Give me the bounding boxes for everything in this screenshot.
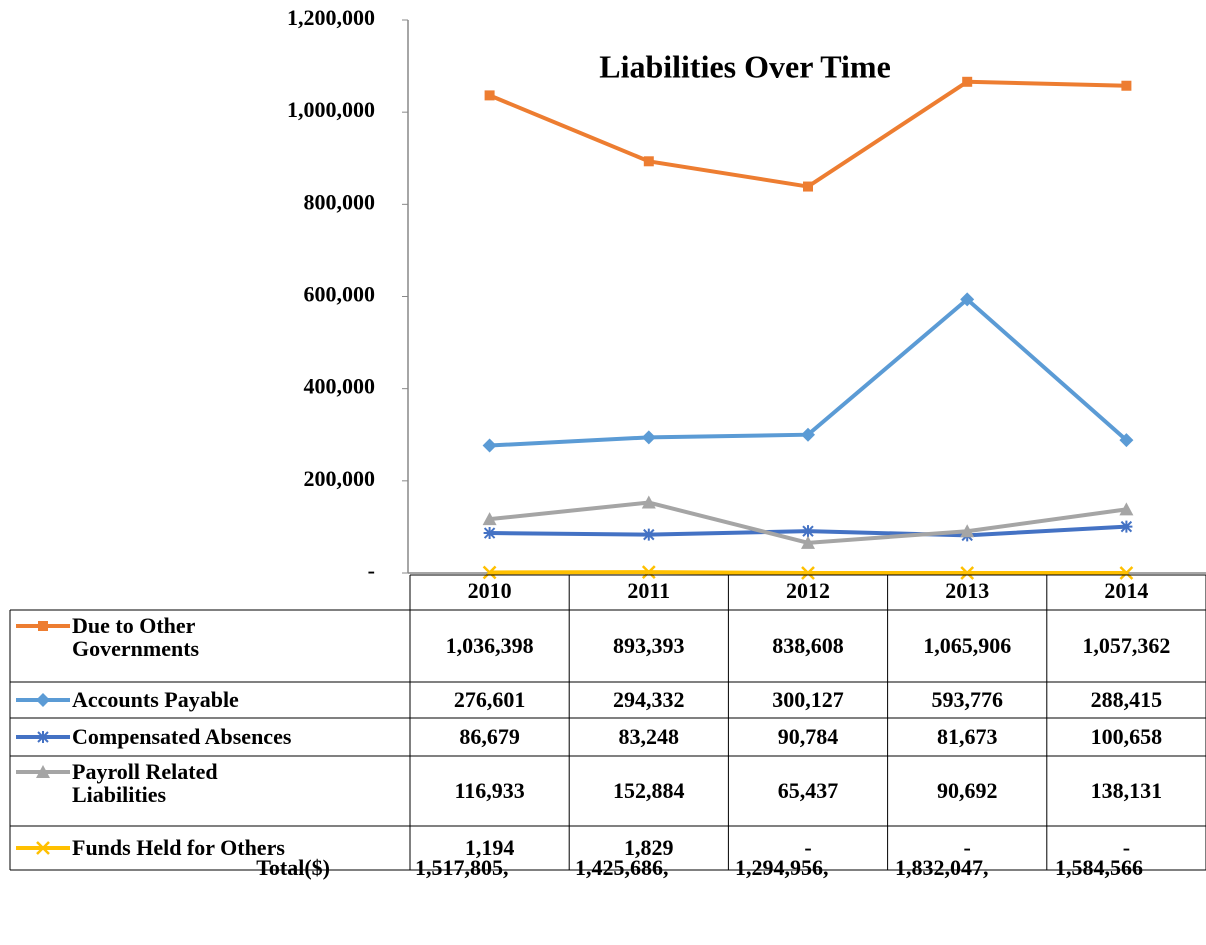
data-label: 152,884 [613, 778, 685, 803]
y-tick-label: 1,000,000 [287, 97, 375, 122]
point [482, 438, 497, 453]
point [1120, 520, 1133, 533]
x-tick-label: 2010 [468, 578, 512, 603]
chart-title: Liabilities Over Time [599, 48, 891, 84]
data-label: 1,036,398 [446, 633, 534, 658]
totals-label: Total($) [256, 855, 330, 880]
point [1119, 502, 1134, 516]
data-label: 90,692 [937, 778, 998, 803]
legend-key-marker [36, 765, 50, 778]
point [801, 535, 815, 549]
point [802, 525, 814, 538]
data-label: 100,658 [1091, 724, 1163, 749]
total-label: 1,294,956, [735, 855, 829, 880]
point [643, 156, 654, 167]
y-tick-label: - [368, 558, 375, 583]
y-tick-label: 600,000 [304, 282, 376, 307]
x-tick-label: 2014 [1104, 578, 1148, 603]
point [482, 565, 497, 580]
legend-label: Accounts Payable [72, 687, 239, 712]
data-label: 138,131 [1091, 778, 1163, 803]
series-line [488, 79, 1127, 189]
point [803, 181, 813, 192]
total-label: 1,517,805, [415, 855, 509, 880]
total-label: 1,425,686, [575, 855, 669, 880]
data-label: 116,933 [454, 778, 524, 803]
data-label: 893,393 [613, 633, 685, 658]
y-tick-label: 1,200,000 [287, 5, 375, 30]
legend-key-marker [36, 841, 50, 855]
data-label: 1,065,906 [923, 633, 1011, 658]
data-label: 838,608 [772, 633, 844, 658]
point [1121, 80, 1132, 91]
data-label: 1,057,362 [1082, 633, 1170, 658]
data-label: 83,248 [619, 724, 680, 749]
data-label: 1,194 [465, 835, 515, 860]
point [960, 566, 975, 580]
x-tick-label: 2013 [945, 578, 989, 603]
series-line [489, 296, 1128, 448]
data-label: 1,829 [624, 835, 674, 860]
x-tick-label: 2012 [786, 578, 830, 603]
total-label: 1,584,566 [1055, 855, 1143, 880]
y-tick-label: 200,000 [304, 466, 376, 491]
point [801, 427, 815, 442]
data-label: 86,679 [459, 724, 520, 749]
data-label: 288,415 [1091, 687, 1163, 712]
y-tick-label: 400,000 [304, 374, 376, 399]
point [1119, 566, 1134, 580]
legend-label: Due to Other Governments [72, 613, 200, 661]
legend-label: Funds Held for Others [72, 835, 285, 860]
legend-label: Payroll Related Liabilities [72, 759, 218, 807]
point [641, 565, 656, 580]
total-label: 1,832,047, [895, 855, 989, 880]
data-label: - [964, 835, 971, 860]
point [960, 292, 975, 307]
data-label: 294,332 [613, 687, 685, 712]
point [483, 527, 496, 540]
data-label: 81,673 [937, 724, 998, 749]
legend-label: Compensated Absences [72, 724, 292, 749]
point [482, 512, 497, 526]
point [641, 495, 656, 509]
legend-key-marker [37, 731, 49, 743]
legend-key-marker [36, 693, 50, 707]
data-label: 593,776 [931, 687, 1003, 712]
point [801, 566, 815, 580]
point [960, 524, 975, 538]
data-label: 65,437 [778, 778, 839, 803]
point [962, 76, 973, 87]
data-label: - [1123, 835, 1130, 860]
legend-key-marker [38, 621, 48, 631]
data-label: 90,784 [778, 724, 839, 749]
data-label: 300,127 [772, 687, 844, 712]
point [642, 528, 655, 541]
point [641, 430, 656, 445]
data-label: - [804, 835, 811, 860]
x-tick-label: 2011 [627, 578, 670, 603]
data-label: 276,601 [454, 687, 526, 712]
point [1119, 433, 1134, 448]
y-tick-label: 800,000 [304, 189, 376, 214]
point [484, 90, 495, 101]
